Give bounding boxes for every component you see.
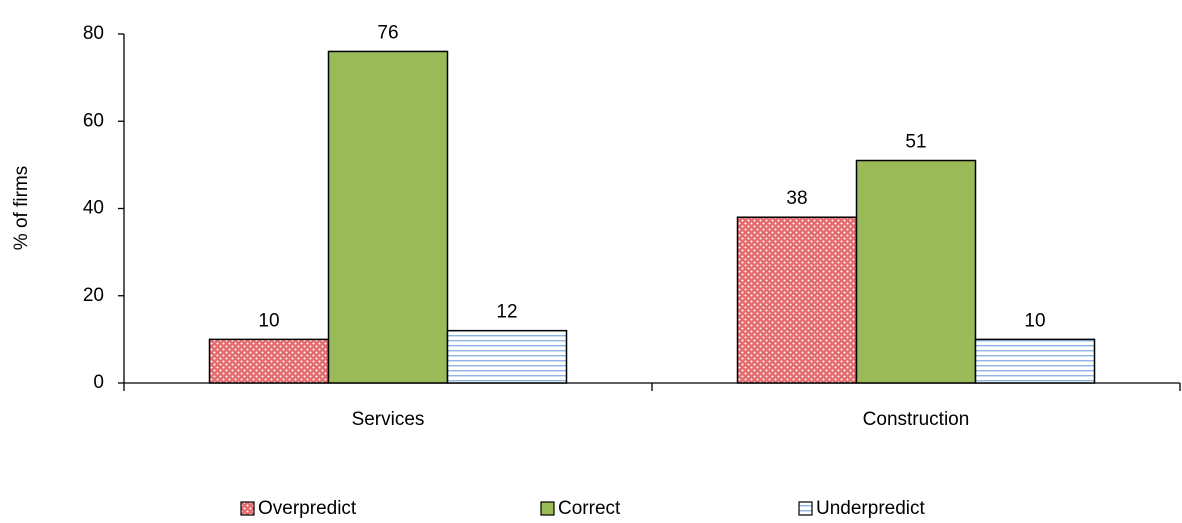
y-tick-label: 20: [83, 285, 104, 306]
y-tick-label: 0: [93, 372, 104, 393]
legend-swatch: [540, 501, 555, 516]
data-label: 38: [786, 188, 807, 209]
bar: [736, 216, 858, 384]
legend-swatch: [240, 501, 255, 516]
legend-label: Overpredict: [258, 498, 357, 519]
legend-swatch: [798, 501, 813, 516]
y-tick-label: 40: [83, 198, 104, 219]
data-label: 12: [496, 302, 517, 323]
data-label: 10: [1024, 310, 1045, 331]
legend-label: Correct: [558, 498, 621, 519]
bar: [855, 159, 977, 384]
bar: [208, 338, 330, 384]
y-tick-label: 60: [83, 110, 104, 131]
bar: [446, 329, 568, 384]
data-label: 76: [377, 22, 398, 43]
data-label: 10: [258, 310, 279, 331]
data-label: 51: [905, 132, 926, 153]
bar: [327, 50, 449, 384]
y-tick-label: 80: [83, 23, 104, 44]
legend-label: Underpredict: [816, 498, 925, 519]
y-axis-label: % of firms: [11, 166, 32, 250]
x-tick-label: Services: [352, 409, 425, 430]
bar: [974, 338, 1096, 384]
x-tick-label: Construction: [863, 409, 970, 430]
